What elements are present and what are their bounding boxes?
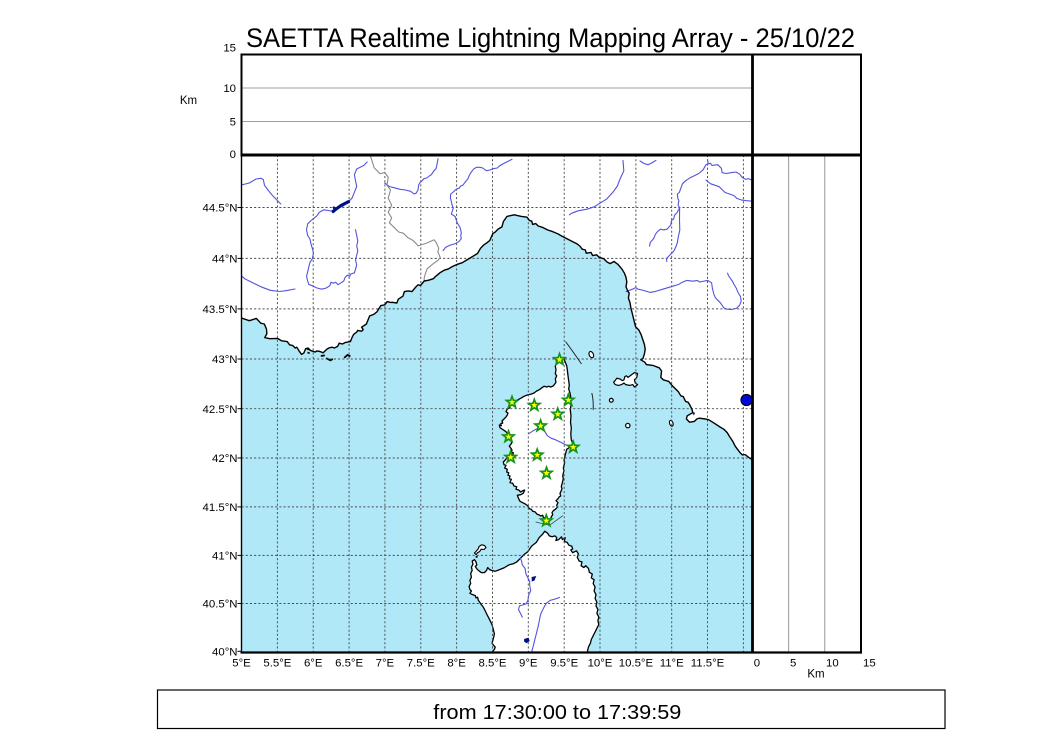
svg-text:8.5°E: 8.5°E — [479, 658, 507, 670]
svg-text:43°N: 43°N — [212, 354, 237, 366]
svg-text:43.5°N: 43.5°N — [203, 304, 238, 316]
svg-text:0: 0 — [754, 658, 760, 670]
svg-text:41.5°N: 41.5°N — [203, 502, 238, 514]
svg-text:10: 10 — [223, 83, 236, 95]
svg-text:6.5°E: 6.5°E — [335, 658, 363, 670]
svg-text:5°E: 5°E — [232, 658, 251, 670]
svg-text:5: 5 — [230, 117, 236, 129]
svg-text:Km: Km — [807, 669, 824, 681]
svg-text:15: 15 — [863, 658, 876, 670]
svg-text:9°E: 9°E — [519, 658, 538, 670]
svg-text:7.5°E: 7.5°E — [407, 658, 435, 670]
svg-text:44.5°N: 44.5°N — [203, 203, 238, 215]
svg-text:44°N: 44°N — [212, 254, 237, 266]
svg-text:40°N: 40°N — [212, 646, 237, 658]
svg-text:9.5°E: 9.5°E — [550, 658, 578, 670]
svg-text:SAETTA Realtime Lightning Mapp: SAETTA Realtime Lightning Mapping Array … — [246, 22, 855, 53]
svg-text:41°N: 41°N — [212, 551, 237, 563]
svg-text:42°N: 42°N — [212, 453, 237, 465]
svg-text:11.5°E: 11.5°E — [691, 658, 725, 670]
svg-text:Km: Km — [180, 95, 197, 107]
svg-text:from 17:30:00 to 17:39:59: from 17:30:00 to 17:39:59 — [433, 702, 681, 724]
svg-text:40.5°N: 40.5°N — [203, 599, 238, 611]
svg-text:7°E: 7°E — [376, 658, 395, 670]
svg-text:8°E: 8°E — [447, 658, 466, 670]
svg-text:10: 10 — [826, 658, 839, 670]
svg-text:5: 5 — [790, 658, 796, 670]
svg-text:10°E: 10°E — [588, 658, 613, 670]
svg-text:15: 15 — [223, 43, 236, 55]
svg-text:5.5°E: 5.5°E — [263, 658, 291, 670]
svg-text:10.5°E: 10.5°E — [619, 658, 654, 670]
svg-text:0: 0 — [230, 149, 236, 161]
svg-text:6°E: 6°E — [304, 658, 323, 670]
svg-text:11°E: 11°E — [660, 658, 684, 670]
svg-text:42.5°N: 42.5°N — [203, 404, 238, 416]
